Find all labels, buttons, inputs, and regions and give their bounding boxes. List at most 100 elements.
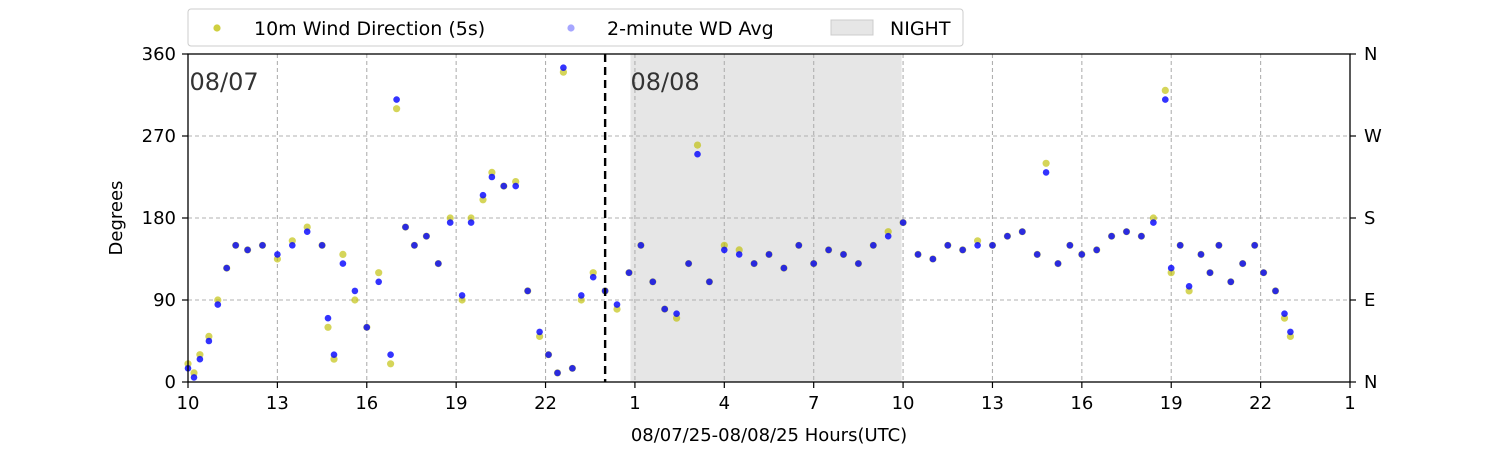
data-point-wd-avg xyxy=(1197,251,1205,258)
data-point-wd-avg xyxy=(554,369,561,377)
data-point-wind-direction xyxy=(375,269,383,277)
data-point-wd-avg xyxy=(569,365,576,372)
y2-tick-label: E xyxy=(1364,290,1375,311)
data-point-wd-avg xyxy=(613,301,621,308)
data-point-wd-avg xyxy=(393,96,400,103)
legend-label-wd-avg: 2-minute WD Avg xyxy=(607,18,774,40)
data-point-wd-avg xyxy=(589,273,597,281)
x-tick-label: 10 xyxy=(177,393,200,414)
data-point-wd-avg xyxy=(423,232,430,240)
legend-patch-night xyxy=(830,19,874,36)
data-point-wind-direction xyxy=(1042,159,1050,167)
data-point-wd-avg xyxy=(479,191,487,199)
data-point-wd-avg xyxy=(512,182,519,190)
data-point-wd-avg xyxy=(500,182,508,190)
data-point-wd-avg xyxy=(274,251,281,258)
data-point-wd-avg xyxy=(673,310,680,318)
data-point-wind-direction xyxy=(324,323,332,331)
data-point-wd-avg xyxy=(810,260,817,267)
x-tick-label: 16 xyxy=(355,393,378,414)
data-point-wd-avg xyxy=(339,260,347,267)
data-point-wd-avg xyxy=(1287,328,1294,336)
data-point-wd-avg xyxy=(205,337,213,345)
legend-box xyxy=(187,8,964,47)
data-point-wd-avg xyxy=(214,301,222,308)
data-point-wd-avg xyxy=(735,251,743,258)
data-point-wd-avg xyxy=(411,242,418,249)
series-wd-avg xyxy=(184,64,1294,381)
legend-marker-wind-direction xyxy=(213,24,221,32)
y-tick-label: 90 xyxy=(153,290,176,311)
y2-tick-label: W xyxy=(1364,126,1382,147)
data-point-wd-avg xyxy=(1272,287,1279,295)
data-point-wd-avg xyxy=(330,351,338,359)
data-point-wd-avg xyxy=(855,260,862,267)
data-point-wd-avg xyxy=(974,242,981,249)
data-point-wd-avg xyxy=(637,242,645,249)
data-point-wd-avg xyxy=(870,242,877,249)
data-point-wd-avg xyxy=(1227,278,1235,286)
x-tick-label: 22 xyxy=(1249,393,1272,414)
date-annotation: 08/07 xyxy=(189,68,258,96)
data-point-wd-avg xyxy=(706,278,713,286)
x-tick-label: 16 xyxy=(1070,393,1093,414)
data-point-wd-avg xyxy=(1078,251,1086,258)
data-point-wd-avg xyxy=(1054,260,1062,267)
legend-label-wind-direction: 10m Wind Direction (5s) xyxy=(254,18,485,40)
data-point-wd-avg xyxy=(1176,242,1184,249)
legend-marker-wd-avg xyxy=(567,24,575,32)
data-point-wd-avg xyxy=(914,251,922,258)
x-tick-label: 13 xyxy=(981,393,1004,414)
x-tick-label: 22 xyxy=(534,393,557,414)
data-point-wind-direction xyxy=(387,360,395,368)
data-point-wd-avg xyxy=(1215,242,1223,249)
data-point-wd-avg xyxy=(259,242,266,249)
data-point-wd-avg xyxy=(1123,228,1130,235)
data-point-wd-avg xyxy=(1019,228,1026,235)
data-point-wd-avg xyxy=(884,232,892,240)
y-axis-label: Degrees xyxy=(106,181,127,256)
data-point-wd-avg xyxy=(649,278,657,286)
x-axis-label: 08/07/25-08/08/25 Hours(UTC) xyxy=(631,425,907,446)
data-point-wd-avg xyxy=(765,251,773,258)
data-point-wd-avg xyxy=(1206,269,1214,277)
data-point-wd-avg xyxy=(488,173,496,181)
y2-tick-label: N xyxy=(1364,44,1377,65)
y2-tick-label: N xyxy=(1364,372,1377,393)
data-point-wd-avg xyxy=(435,260,442,267)
data-point-wind-direction xyxy=(273,255,281,263)
y-tick-label: 180 xyxy=(142,208,176,229)
data-point-wd-avg xyxy=(1251,242,1258,249)
x-tick-label: 19 xyxy=(445,393,468,414)
data-point-wd-avg xyxy=(625,269,633,277)
data-point-wd-avg xyxy=(467,219,475,226)
date-annotation: 08/08 xyxy=(630,68,699,96)
data-point-wind-direction xyxy=(479,196,487,204)
data-point-wd-avg xyxy=(1239,260,1246,267)
y-tick-label: 0 xyxy=(165,372,176,393)
data-point-wd-avg xyxy=(223,264,230,272)
data-point-wd-avg xyxy=(289,242,296,249)
data-point-wd-avg xyxy=(1093,246,1100,254)
data-point-wd-avg xyxy=(324,314,332,322)
data-point-wd-avg xyxy=(244,246,251,254)
data-point-wd-avg xyxy=(1167,264,1175,272)
data-point-wind-direction xyxy=(303,223,311,231)
data-point-wind-direction xyxy=(446,214,454,222)
data-point-wd-avg xyxy=(1150,219,1157,226)
data-point-wind-direction xyxy=(1185,287,1193,295)
data-point-wind-direction xyxy=(351,296,359,304)
x-tick-label: 4 xyxy=(719,393,730,414)
data-point-wd-avg xyxy=(780,264,788,272)
data-point-wd-avg xyxy=(1185,283,1193,290)
data-point-wd-avg xyxy=(750,260,758,267)
data-point-wd-avg xyxy=(318,242,326,249)
data-point-wind-direction xyxy=(577,296,585,304)
data-point-wd-avg xyxy=(1108,232,1115,240)
data-point-wind-direction xyxy=(1161,86,1169,94)
data-point-wd-avg xyxy=(387,351,394,359)
data-point-wd-avg xyxy=(1004,232,1011,240)
legend: 10m Wind Direction (5s) 2-minute WD Avg … xyxy=(187,8,964,47)
data-point-wind-direction xyxy=(393,105,401,113)
